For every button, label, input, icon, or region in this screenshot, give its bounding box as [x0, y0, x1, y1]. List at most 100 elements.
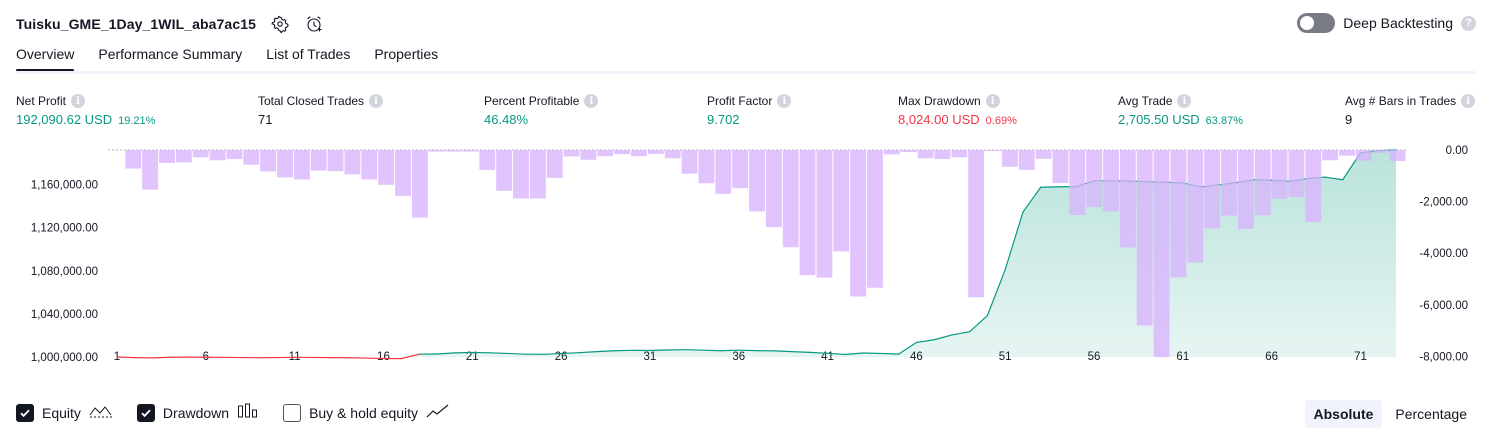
- drawdown-bar: [378, 150, 394, 185]
- equity-line-segment: [490, 353, 508, 354]
- drawdown-bar: [901, 150, 917, 152]
- right-axis: 0.00 -2,000.00 -4,000.00 -6,000.00 -8,000.00: [1419, 145, 1468, 363]
- right-axis-label: 0.00: [1446, 145, 1468, 157]
- metric-label: Avg Trade: [1118, 94, 1172, 108]
- absolute-button[interactable]: Absolute: [1305, 400, 1383, 428]
- drawdown-bar: [1171, 150, 1187, 277]
- drawdown-bar: [193, 150, 209, 157]
- deep-backtesting-label: Deep Backtesting: [1343, 15, 1453, 31]
- drawdown-bar: [1305, 150, 1321, 222]
- drawdown-bar: [361, 150, 377, 179]
- drawdown-bar: [260, 150, 276, 171]
- drawdown-bar: [227, 150, 243, 159]
- max-drawdown-value: 8,024.00 USD: [898, 112, 980, 127]
- drawdown-bar: [766, 150, 782, 227]
- deep-backtesting-toggle[interactable]: [1297, 13, 1335, 33]
- max-drawdown-pct: 0.69%: [986, 115, 1017, 127]
- drawdown-bar: [1036, 150, 1052, 159]
- metric-avg-bars: Avg # Bars in Trades i 9: [1345, 94, 1475, 127]
- left-axis-label: 1,080,000.00: [31, 266, 98, 278]
- left-axis: 1,160,000.00 1,120,000.00 1,080,000.00 1,04…: [31, 180, 98, 364]
- right-axis-label: -2,000.00: [1419, 197, 1468, 209]
- tab-bar: Overview Performance Summary List of Tra…: [16, 46, 438, 71]
- drawdown-bar: [513, 150, 529, 198]
- right-axis-label: -4,000.00: [1419, 248, 1468, 260]
- drawdown-bar: [732, 150, 748, 188]
- drawdown-bar: [142, 150, 158, 190]
- drawdown-bar: [243, 150, 259, 165]
- right-axis-label: -8,000.00: [1419, 351, 1468, 363]
- drawdown-bar: [547, 150, 563, 178]
- equity-line-segment: [685, 350, 703, 351]
- info-icon[interactable]: i: [584, 94, 598, 108]
- legend-buy-hold-label: Buy & hold equity: [309, 405, 418, 421]
- drawdown-bar: [125, 150, 141, 169]
- info-icon[interactable]: i: [369, 94, 383, 108]
- drawdown-bar: [294, 150, 310, 179]
- tabs-divider: [16, 71, 1476, 74]
- percentage-button[interactable]: Percentage: [1386, 400, 1476, 428]
- metric-avg-trade: Avg Trade i 2,705.50 USD 63.87%: [1118, 94, 1243, 127]
- drawdown-bar: [1053, 150, 1069, 183]
- equity-line-segment: [650, 350, 668, 351]
- equity-line-segment: [1041, 187, 1059, 188]
- net-profit-value: 192,090.62 USD: [16, 112, 112, 127]
- equity-line-segment: [153, 357, 171, 358]
- metric-max-drawdown: Max Drawdown i 8,024.00 USD 0.69%: [898, 94, 1017, 127]
- drawdown-checkbox[interactable]: [137, 404, 155, 422]
- left-axis-label: 1,120,000.00: [31, 223, 98, 235]
- mode-switch: Absolute Percentage: [1305, 400, 1477, 428]
- drawdown-bar: [867, 150, 883, 288]
- drawdown-bar: [935, 150, 951, 159]
- info-icon[interactable]: i: [777, 94, 791, 108]
- drawdown-bar: [159, 150, 175, 163]
- metric-label: Net Profit: [16, 94, 66, 108]
- legend-buy-hold[interactable]: Buy & hold equity: [283, 403, 450, 422]
- legend-equity[interactable]: Equity: [16, 403, 113, 422]
- drawdown-bar: [1002, 150, 1018, 167]
- alarm-add-icon[interactable]: [304, 14, 324, 34]
- drawdown-bar: [1103, 150, 1119, 211]
- left-axis-label: 1,160,000.00: [31, 180, 98, 192]
- drawdown-bar: [345, 150, 361, 174]
- info-icon[interactable]: i: [1461, 94, 1475, 108]
- toggle-knob: [1300, 16, 1314, 30]
- question-icon[interactable]: ?: [1461, 16, 1476, 31]
- equity-checkbox[interactable]: [16, 404, 34, 422]
- info-icon[interactable]: i: [1177, 94, 1191, 108]
- equity-line-segment: [703, 350, 721, 351]
- trend-line-icon: [426, 403, 450, 422]
- equity-line-segment: [721, 350, 739, 351]
- tab-overview[interactable]: Overview: [16, 46, 74, 71]
- drawdown-bar: [648, 150, 664, 154]
- legend-equity-label: Equity: [42, 405, 81, 421]
- tab-properties[interactable]: Properties: [374, 46, 438, 71]
- equity-line-segment: [508, 353, 526, 354]
- info-icon[interactable]: i: [986, 94, 1000, 108]
- tab-performance-summary[interactable]: Performance Summary: [98, 46, 242, 71]
- deep-backtesting: Deep Backtesting ?: [1297, 13, 1476, 33]
- legend-drawdown[interactable]: Drawdown: [137, 403, 259, 422]
- drawdown-bar: [715, 150, 731, 194]
- chart-legend: Equity Drawdown Buy & hold equity: [16, 403, 450, 422]
- gear-icon[interactable]: [270, 14, 290, 34]
- equity-line-segment: [792, 352, 810, 353]
- equity-line-segment: [881, 353, 899, 354]
- equity-drawdown-chart[interactable]: 1,160,000.00 1,120,000.00 1,080,000.00 1,04…: [0, 140, 1494, 370]
- drawdown-bar: [328, 150, 344, 171]
- metric-label: Avg # Bars in Trades: [1345, 94, 1456, 108]
- drawdown-bar: [311, 150, 327, 171]
- legend-drawdown-label: Drawdown: [163, 405, 229, 421]
- drawdown-bar: [699, 150, 715, 183]
- drawdown-bar: [581, 150, 597, 160]
- info-icon[interactable]: i: [71, 94, 85, 108]
- drawdown-bar: [1086, 150, 1102, 207]
- buy-hold-checkbox[interactable]: [283, 404, 301, 422]
- avg-bars-value: 9: [1345, 112, 1352, 127]
- tab-list-of-trades[interactable]: List of Trades: [266, 46, 350, 71]
- drawdown-bar: [597, 150, 613, 156]
- drawdown-bar: [800, 150, 816, 275]
- strategy-name: Tuisku_GME_1Day_1WIL_aba7ac15: [16, 16, 256, 32]
- drawdown-bar: [1137, 150, 1153, 325]
- left-axis-label: 1,040,000.00: [31, 309, 98, 321]
